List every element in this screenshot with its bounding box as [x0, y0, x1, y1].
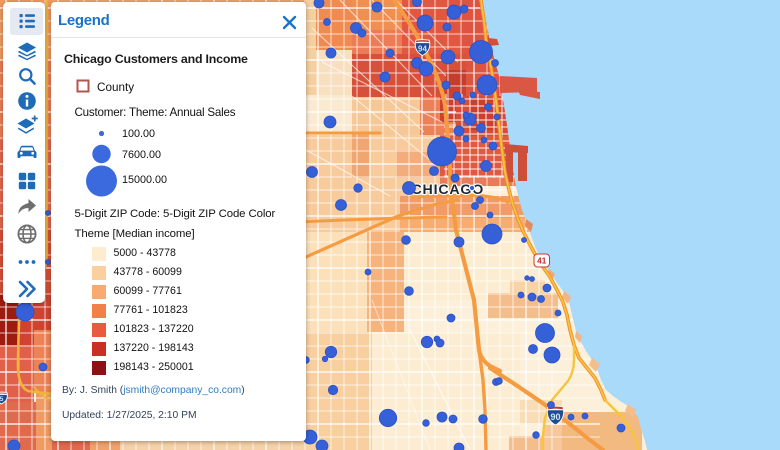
svg-text:5: 5 [0, 396, 4, 403]
svg-text:94: 94 [418, 44, 427, 53]
svg-text:90: 90 [550, 412, 560, 422]
svg-text:CHICAGO: CHICAGO [412, 182, 485, 198]
svg-text:41: 41 [537, 257, 547, 266]
